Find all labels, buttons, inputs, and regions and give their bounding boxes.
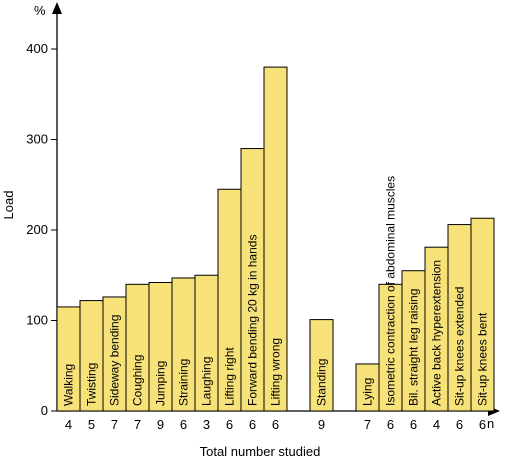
bar-label: Twisting <box>85 363 99 406</box>
n-label: 6 <box>226 417 233 432</box>
n-label: 6 <box>249 417 256 432</box>
bar <box>309 319 334 412</box>
n-label: 6 <box>456 417 463 432</box>
bar-label: Straining <box>177 359 191 406</box>
bar-label: Standing <box>315 359 329 406</box>
bar-label: Lying <box>361 378 375 406</box>
bars <box>56 66 495 412</box>
y-tick-label: 0 <box>41 403 48 418</box>
bar-label: Lifting wrong <box>269 338 283 406</box>
n-label: 6 <box>272 417 279 432</box>
n-label: 4 <box>433 417 440 432</box>
y-tick-label: 300 <box>26 132 48 147</box>
bar-label: Forward bending 20 kg in hands <box>246 235 260 406</box>
bar-label: Sideway bending <box>108 315 122 406</box>
bar-label: Jumping <box>154 361 168 406</box>
y-tick-label: 100 <box>26 313 48 328</box>
bar-label: Coughing <box>131 355 145 406</box>
n-label: 7 <box>364 417 371 432</box>
n-label: 6 <box>479 417 486 432</box>
bar-label: Walking <box>62 364 76 406</box>
n-label: 6 <box>410 417 417 432</box>
n-label: 9 <box>157 417 164 432</box>
bar <box>263 66 288 412</box>
bar-label: Lifting right <box>223 347 237 406</box>
n-label: 6 <box>180 417 187 432</box>
x-unit-label: n <box>487 416 494 431</box>
bar-label: Laughing <box>200 357 214 406</box>
bar-label: Active back hyperextension <box>430 260 444 406</box>
y-axis-arrow <box>52 2 62 14</box>
y-axis-title: Load <box>1 191 16 220</box>
bar-labels: Walking Twisting Sideway bending Coughing Ju… <box>62 176 490 406</box>
bar-label: Sit-up knees extended <box>453 287 467 406</box>
n-label: 9 <box>318 417 325 432</box>
n-label: 7 <box>111 417 118 432</box>
y-tick-label: 400 <box>26 41 48 56</box>
y-unit-label: % <box>34 3 46 18</box>
x-axis-title: Total number studied <box>200 444 321 459</box>
y-tick-label: 200 <box>26 222 48 237</box>
n-label: 3 <box>203 417 210 432</box>
n-label: 6 <box>387 417 394 432</box>
bar <box>470 217 495 412</box>
bar-label: Bil. straight leg raising <box>407 289 421 406</box>
n-label: 4 <box>65 417 72 432</box>
n-label: 5 <box>88 417 95 432</box>
n-label: 7 <box>134 417 141 432</box>
ticks: 0 100 200 300 400 4 5 7 7 9 6 3 6 6 6 9 7 6 6 4 6 6 <box>26 41 486 432</box>
bar-label: Isometric contraction of abdominal muscl… <box>384 176 398 406</box>
bar-label: Sit-up knees bent <box>476 312 490 406</box>
